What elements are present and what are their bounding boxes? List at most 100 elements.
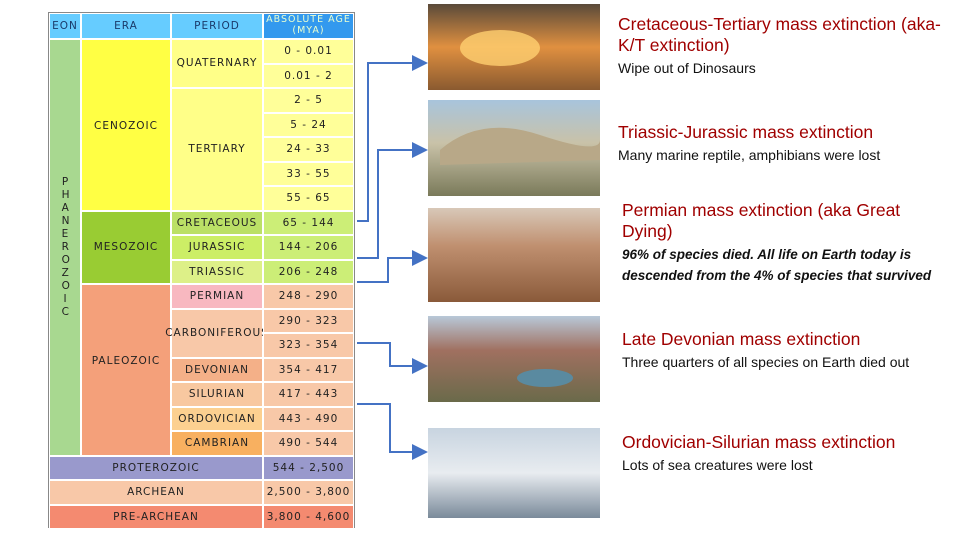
- period-cell-text: JURASSIC: [188, 241, 246, 254]
- age-cell: 2,500 - 3,800: [263, 480, 354, 505]
- period-cell: PERMIAN: [171, 284, 263, 309]
- period-cell: CARBONIFEROUS: [165, 308, 268, 358]
- age-cell: 144 - 206: [263, 235, 354, 260]
- period-cell-text: TERTIARY: [188, 143, 246, 156]
- entry-title: Cretaceous-Tertiary mass extinction (aka…: [618, 14, 941, 55]
- entry-description: Three quarters of all species on Earth d…: [622, 354, 910, 370]
- period-cell-text: ORDOVICIAN: [178, 412, 256, 425]
- age-cell: 55 - 65: [263, 186, 354, 211]
- age-cell-text: 0 - 0.01: [284, 45, 333, 58]
- age-cell-text: 354 - 417: [278, 363, 339, 376]
- arrow: [357, 250, 428, 283]
- era-cell: MESOZOIC: [81, 210, 171, 284]
- geologic-time-table: EON ERA PERIOD ABSOLUTE AGE (MYA) PHANEROZOI…: [48, 12, 355, 529]
- entry-title: Late Devonian mass extinction: [622, 329, 861, 349]
- extinction-entry: Cretaceous-Tertiary mass extinction (aka…: [618, 14, 948, 79]
- period-cell-text: PERMIAN: [189, 290, 245, 303]
- age-cell-text: 290 - 323: [278, 314, 339, 327]
- entry-title: Ordovician-Silurian mass extinction: [622, 432, 896, 452]
- era-cell-text: PALEOZOIC: [91, 355, 161, 367]
- precambrian-cell-text: ARCHEAN: [127, 486, 185, 499]
- age-cell-text: 33 - 55: [286, 167, 331, 180]
- age-cell: 417 - 443: [263, 382, 354, 407]
- age-cell-text: 0.01 - 2: [284, 69, 333, 82]
- entry-title: Permian mass extinction (aka Great Dying…: [622, 200, 901, 241]
- age-cell-text: 5 - 24: [290, 118, 327, 131]
- connector-arrows: [357, 55, 428, 460]
- image-kt: [428, 4, 600, 90]
- precambrian-cell-text: PROTEROZOIC: [112, 461, 200, 474]
- age-cell: 2 - 5: [263, 88, 354, 113]
- period-cell: CRETACEOUS: [171, 210, 263, 235]
- age-cell: 248 - 290: [263, 284, 354, 309]
- arrow: [357, 403, 428, 460]
- age-cell: 0.01 - 2: [263, 63, 354, 88]
- period-cell: SILURIAN: [171, 382, 263, 407]
- age-cell-text: 2 - 5: [294, 94, 323, 107]
- entry-description: Many marine reptile, amphibians were los…: [618, 147, 881, 163]
- extinction-entry: Triassic-Jurassic mass extinction Many m…: [618, 122, 948, 166]
- age-cell-text: 544 - 2,500: [272, 461, 345, 474]
- header-cell-text: ABSOLUTE AGE (MYA): [266, 14, 351, 36]
- image-ordovician: [428, 428, 600, 518]
- period-cell: ORDOVICIAN: [171, 406, 263, 431]
- age-cell-text: 323 - 354: [278, 339, 339, 352]
- header-cell: ERA: [81, 13, 171, 39]
- extinction-entry: Permian mass extinction (aka Great Dying…: [622, 200, 942, 286]
- era-cell-text: MESOZOIC: [93, 241, 159, 254]
- age-cell: 24 - 33: [263, 137, 354, 162]
- age-cell-text: 55 - 65: [286, 192, 331, 205]
- arrow: [357, 342, 428, 374]
- extinction-entry: Late Devonian mass extinction Three quar…: [622, 329, 912, 373]
- age-cell-text: 443 - 490: [278, 412, 339, 425]
- age-cell-text: 3,800 - 4,600: [266, 510, 351, 523]
- age-cell: 33 - 55: [263, 161, 354, 186]
- age-cell: 544 - 2,500: [263, 455, 354, 480]
- period-cell-text: TRIASSIC: [189, 265, 245, 278]
- age-cell-text: 24 - 33: [286, 143, 331, 156]
- period-cell-text: SILURIAN: [188, 388, 246, 401]
- age-cell: 443 - 490: [263, 406, 354, 431]
- age-cell-text: 417 - 443: [278, 388, 339, 401]
- age-cell-text: 144 - 206: [278, 241, 339, 254]
- extinction-entry: Ordovician-Silurian mass extinction Lots…: [622, 432, 952, 476]
- age-cell: 3,800 - 4,600: [263, 504, 354, 529]
- header-cell-text: PERIOD: [194, 19, 240, 32]
- period-cell: TRIASSIC: [171, 259, 263, 284]
- age-cell: 323 - 354: [263, 333, 354, 358]
- extinction-images: [428, 4, 600, 518]
- precambrian-cell-text: PRE-ARCHEAN: [113, 510, 199, 523]
- period-cell-text: DEVONIAN: [185, 363, 249, 376]
- entry-title: Triassic-Jurassic mass extinction: [618, 122, 874, 142]
- period-cell-text: CARBONIFEROUS: [165, 326, 269, 339]
- era-cell-text: CENOZOIC: [94, 120, 158, 132]
- age-cell: 354 - 417: [263, 357, 354, 382]
- period-cell-text: CRETACEOUS: [176, 216, 258, 229]
- header-cell: EON: [49, 13, 81, 39]
- age-cell: 0 - 0.01: [263, 39, 354, 64]
- header-cell-text: EON: [52, 19, 78, 32]
- image-permian: [428, 208, 600, 302]
- age-cell-text: 206 - 248: [278, 265, 339, 278]
- entry-description: 96% of species died. All life on Earth t…: [622, 247, 932, 283]
- precambrian-cell: PROTEROZOIC: [49, 455, 263, 480]
- arrow: [357, 142, 428, 259]
- period-cell: QUATERNARY: [171, 39, 263, 88]
- era-cell: PALEOZOIC: [81, 284, 171, 456]
- age-cell: 65 - 144: [263, 210, 354, 235]
- period-cell-text: QUATERNARY: [176, 57, 258, 70]
- entry-description: Lots of sea creatures were lost: [622, 457, 813, 473]
- header-cell-text: ERA: [114, 19, 138, 32]
- period-cell: JURASSIC: [171, 235, 263, 260]
- age-cell-text: 248 - 290: [278, 290, 339, 303]
- eon-cell-text: PHANEROZOIC: [61, 175, 70, 318]
- precambrian-cell: ARCHEAN: [49, 480, 263, 505]
- age-cell-text: 2,500 - 3,800: [266, 486, 351, 499]
- period-cell-text: CAMBRIAN: [184, 437, 250, 450]
- arrow: [357, 55, 428, 222]
- entry-description: Wipe out of Dinosaurs: [618, 60, 756, 76]
- image-triassic: [428, 100, 600, 196]
- age-cell: 206 - 248: [263, 259, 354, 284]
- eon-cell: PHANEROZOIC: [49, 39, 81, 456]
